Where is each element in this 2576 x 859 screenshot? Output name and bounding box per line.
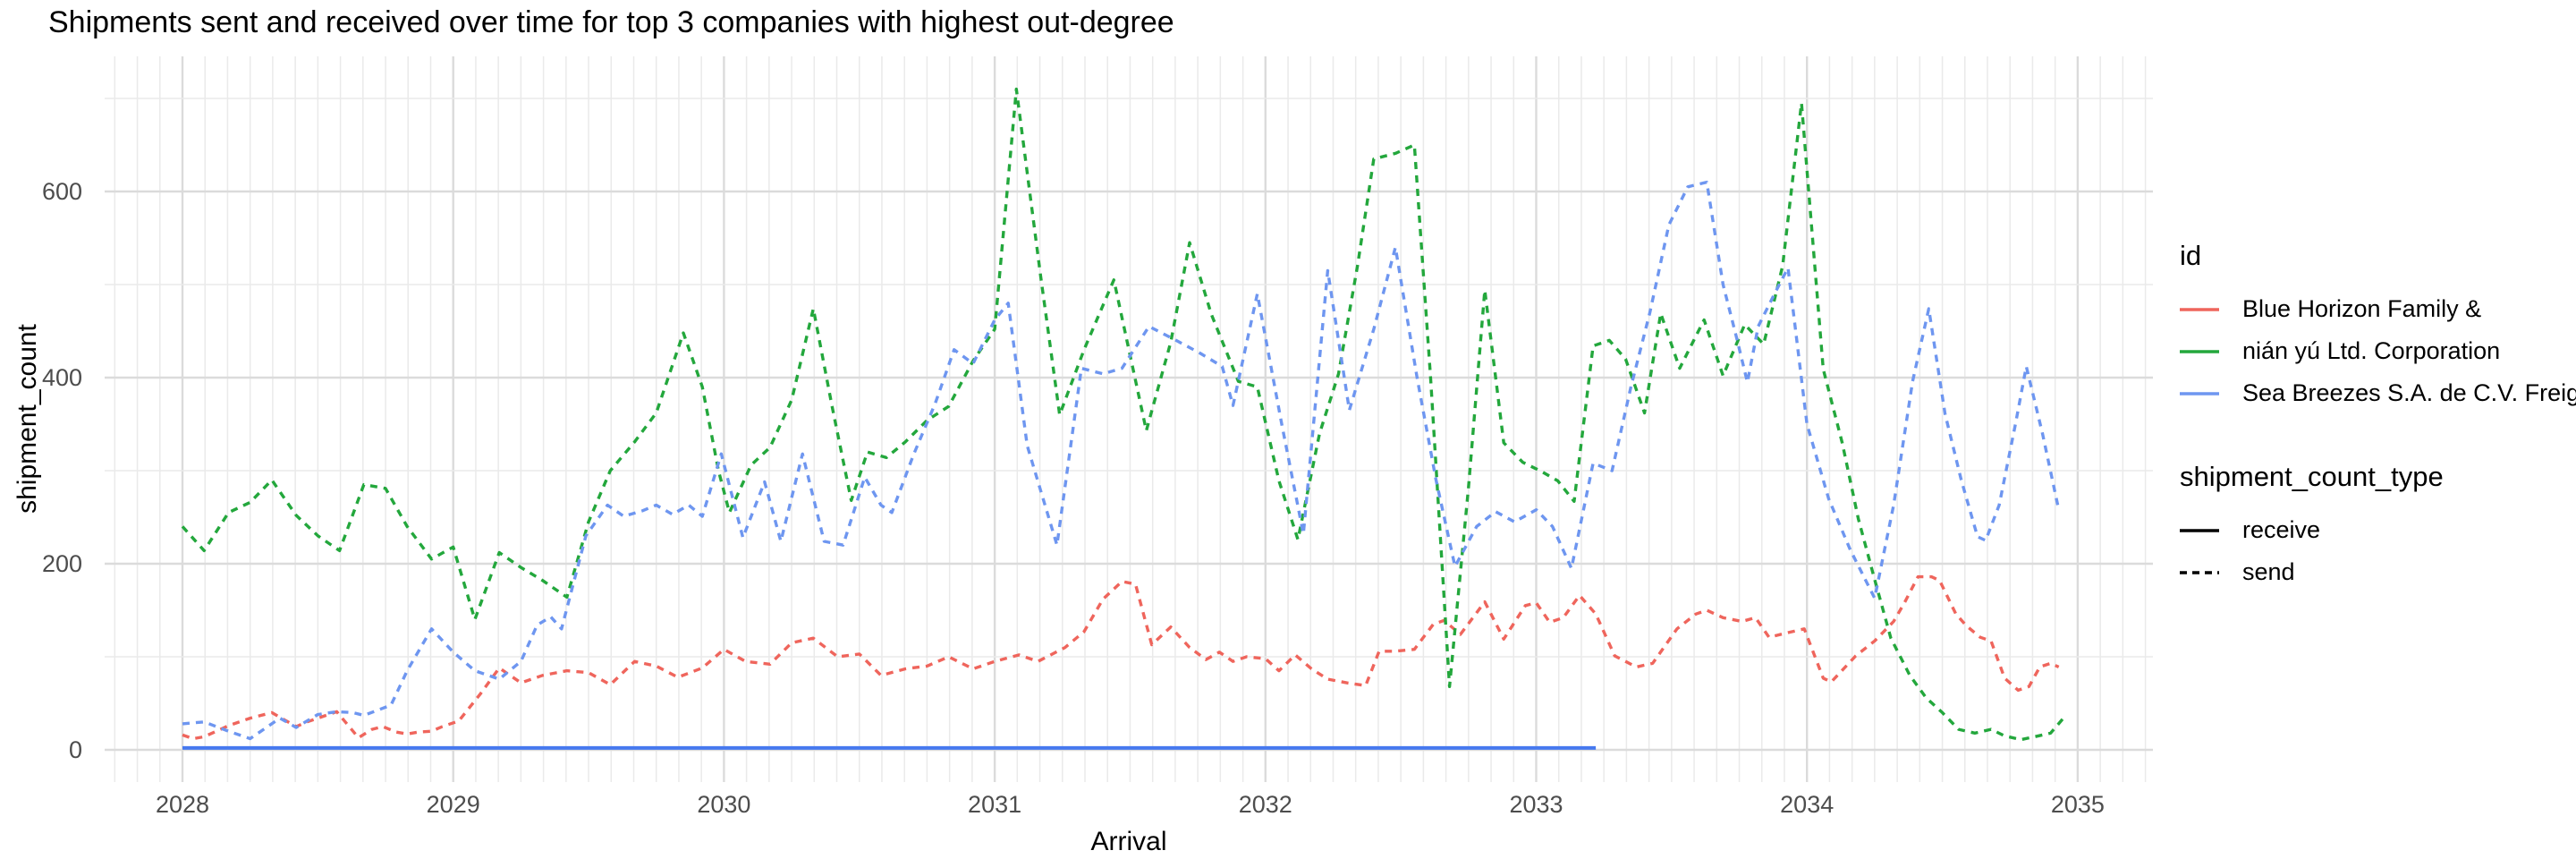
- y-tick-label: 0: [69, 736, 82, 763]
- legend-type-items: receive send: [2180, 509, 2573, 593]
- legend-item-label: nián yú Ltd. Corporation: [2242, 337, 2501, 364]
- legend-item-company: nián yú Ltd. Corporation: [2180, 330, 2573, 372]
- x-tick-label: 2033: [1509, 791, 1563, 818]
- x-axis-title: Arrival: [1090, 827, 1167, 856]
- legend-key-line-icon: [2180, 349, 2219, 353]
- y-tick-label: 200: [42, 550, 82, 577]
- legend-company-items: Blue Horizon Family & nián yú Ltd. Corpor…: [2180, 288, 2576, 414]
- y-tick-label: 400: [42, 364, 82, 391]
- x-tick-label: 2034: [1780, 791, 1834, 818]
- legend-item-label: receive: [2242, 516, 2321, 543]
- x-tick-label: 2029: [427, 791, 480, 818]
- x-tick-label: 2030: [697, 791, 750, 818]
- series-line-send: [182, 574, 2060, 741]
- y-tick-label: 600: [42, 178, 82, 205]
- x-tick-label: 2031: [968, 791, 1021, 818]
- legend: id Blue Horizon Family & nián yú Ltd. Cor…: [2180, 240, 2576, 593]
- legend-key-line-icon: [2180, 528, 2219, 532]
- legend-type-title: shipment_count_type: [2180, 461, 2444, 492]
- legend-item-label: send: [2242, 558, 2295, 585]
- legend-key-line-icon: [2180, 391, 2219, 395]
- x-tick-label: 2032: [1239, 791, 1292, 818]
- chart-title: Shipments sent and received over time fo…: [48, 5, 1174, 39]
- legend-item-label: Blue Horizon Family &: [2242, 295, 2482, 322]
- y-axis-title: shipment_count: [13, 324, 42, 514]
- series-line-send: [182, 180, 2061, 741]
- legend-item-type: receive: [2180, 509, 2573, 551]
- series-line-send: [181, 87, 2066, 742]
- x-tick-label: 2028: [156, 791, 209, 818]
- legend-item-label: Sea Breezes S.A. de C.V. Freight: [2242, 379, 2576, 406]
- legend-id-title: id: [2180, 240, 2202, 271]
- legend-item-company: Blue Horizon Family &: [2180, 288, 2573, 330]
- legend-item-type: send: [2180, 551, 2573, 593]
- legend-key-line-icon: [2180, 307, 2219, 311]
- x-tick-label: 2035: [2051, 791, 2105, 818]
- legend-key-line-icon: [2180, 570, 2219, 574]
- legend-item-company: Sea Breezes S.A. de C.V. Freight: [2180, 372, 2576, 414]
